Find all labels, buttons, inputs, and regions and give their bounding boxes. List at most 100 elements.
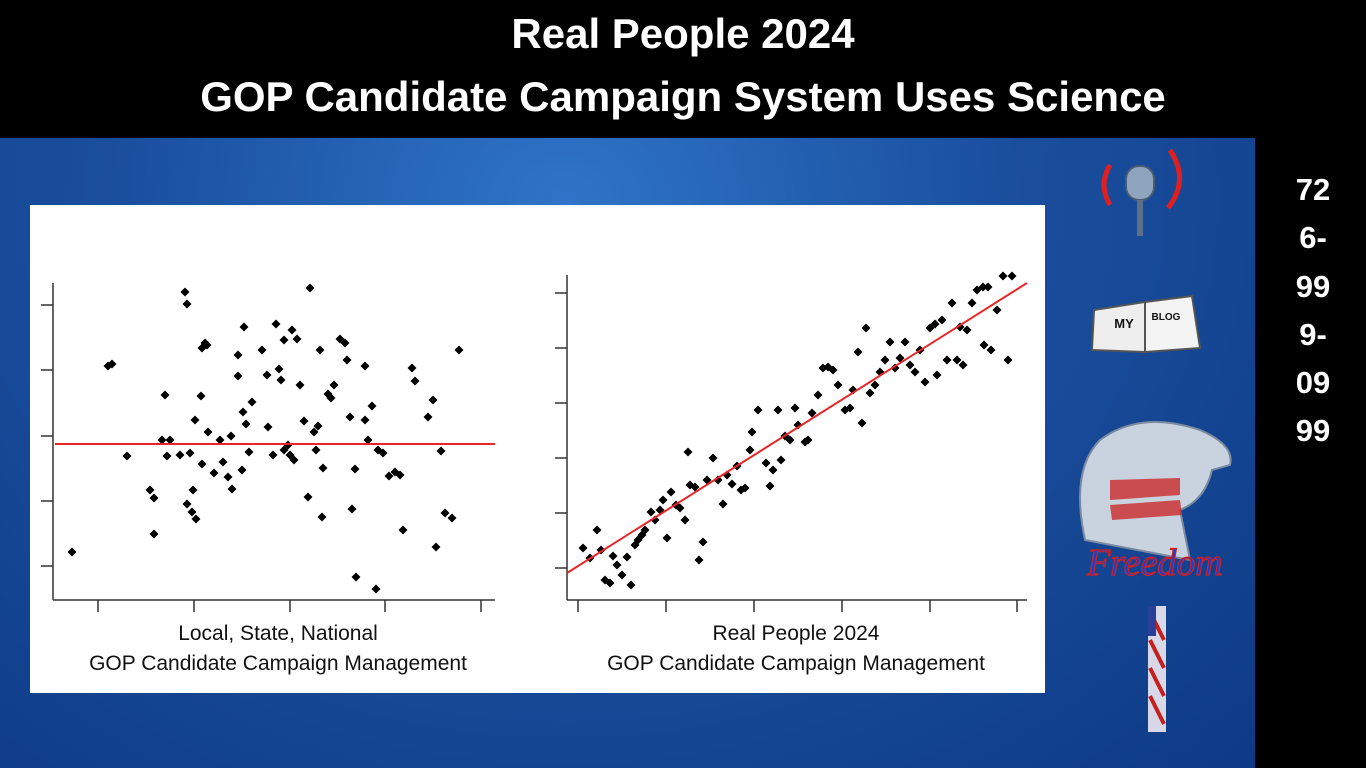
point	[454, 345, 464, 355]
icon-text: MY	[1114, 316, 1134, 331]
point	[932, 370, 942, 380]
point	[317, 512, 327, 522]
point	[640, 525, 650, 535]
point	[617, 570, 627, 580]
chart-panel	[30, 205, 1045, 693]
point	[658, 495, 668, 505]
point	[188, 485, 198, 495]
point	[428, 395, 438, 405]
point	[345, 412, 355, 422]
point	[279, 335, 289, 345]
point	[223, 472, 233, 482]
chart-caption: Local, State, National	[178, 622, 378, 645]
point	[367, 401, 377, 411]
point	[646, 507, 656, 517]
point	[727, 479, 737, 489]
point	[942, 355, 952, 365]
point	[202, 340, 212, 350]
point	[292, 334, 302, 344]
point	[274, 364, 284, 374]
point	[431, 542, 441, 552]
point	[698, 537, 708, 547]
point	[608, 551, 618, 561]
point	[262, 370, 272, 380]
point	[828, 365, 838, 375]
point	[371, 584, 381, 594]
point	[313, 421, 323, 431]
title-line: Real People 2024	[511, 10, 855, 57]
point	[351, 572, 361, 582]
point	[768, 465, 778, 475]
point	[209, 468, 219, 478]
point	[785, 435, 795, 445]
point	[870, 380, 880, 390]
point	[145, 485, 155, 495]
point	[675, 503, 685, 513]
point	[833, 380, 843, 390]
point	[694, 555, 704, 565]
point	[776, 455, 786, 465]
point	[384, 471, 394, 481]
point	[753, 405, 763, 415]
fit-line	[566, 282, 1028, 574]
point	[182, 499, 192, 509]
point	[276, 375, 286, 385]
point	[407, 363, 417, 373]
icon-text: Freedom	[1086, 542, 1223, 584]
point	[185, 448, 195, 458]
point	[360, 361, 370, 371]
point	[440, 508, 450, 518]
point	[378, 448, 388, 458]
point	[197, 459, 207, 469]
header: Real People 2024 GOP Candidate Campaign …	[0, 0, 1366, 138]
point	[747, 427, 757, 437]
point	[342, 355, 352, 365]
point	[315, 345, 325, 355]
point	[930, 319, 940, 329]
point	[861, 323, 871, 333]
point	[360, 415, 370, 425]
point	[979, 340, 989, 350]
point	[289, 455, 299, 465]
point	[626, 580, 636, 590]
point	[227, 484, 237, 494]
point	[218, 457, 228, 467]
blog-icon: MY BLOG	[1090, 294, 1202, 354]
point	[180, 287, 190, 297]
point	[107, 359, 117, 369]
point	[998, 271, 1008, 281]
icon-text: BLOG	[1152, 312, 1181, 323]
point	[885, 337, 895, 347]
point	[326, 393, 336, 403]
point	[967, 298, 977, 308]
point	[958, 360, 968, 370]
point	[295, 380, 305, 390]
point	[790, 403, 800, 413]
point	[191, 514, 201, 524]
point	[807, 408, 817, 418]
point	[241, 419, 251, 429]
point	[845, 403, 855, 413]
point	[578, 543, 588, 553]
point	[962, 325, 972, 335]
point	[187, 507, 197, 517]
point	[175, 450, 185, 460]
point	[244, 447, 254, 457]
point	[857, 418, 867, 428]
point	[910, 367, 920, 377]
point	[813, 390, 823, 400]
point	[410, 376, 420, 386]
title-line: GOP Candidate Campaign System Uses Scien…	[200, 73, 1166, 120]
microphone-icon	[1101, 148, 1182, 236]
freedom-icon: Freedom	[1079, 421, 1232, 585]
point	[745, 445, 755, 455]
point	[708, 453, 718, 463]
point	[986, 345, 996, 355]
point	[865, 388, 875, 398]
point	[309, 427, 319, 437]
point	[299, 416, 309, 426]
point	[363, 435, 373, 445]
point	[436, 446, 446, 456]
